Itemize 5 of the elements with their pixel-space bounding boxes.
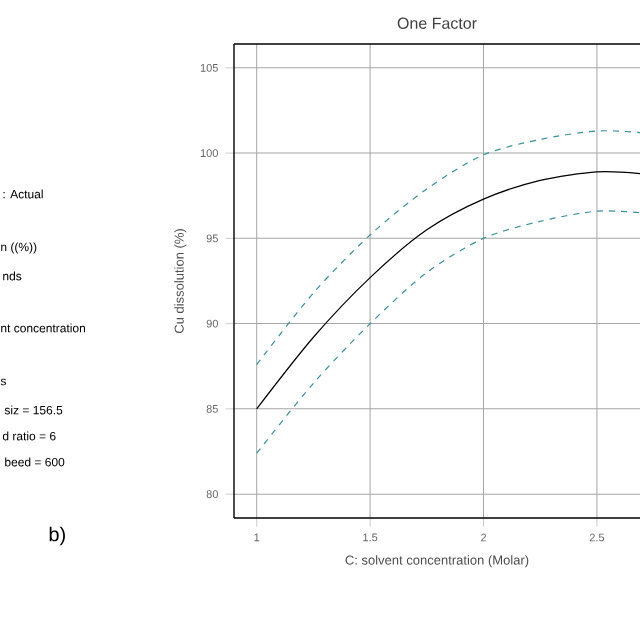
- line-series: [256, 171, 640, 410]
- line-series: [256, 210, 640, 454]
- line-series: [256, 130, 640, 366]
- text: b): [49, 526, 65, 546]
- chart-title: One Factor: [397, 17, 477, 29]
